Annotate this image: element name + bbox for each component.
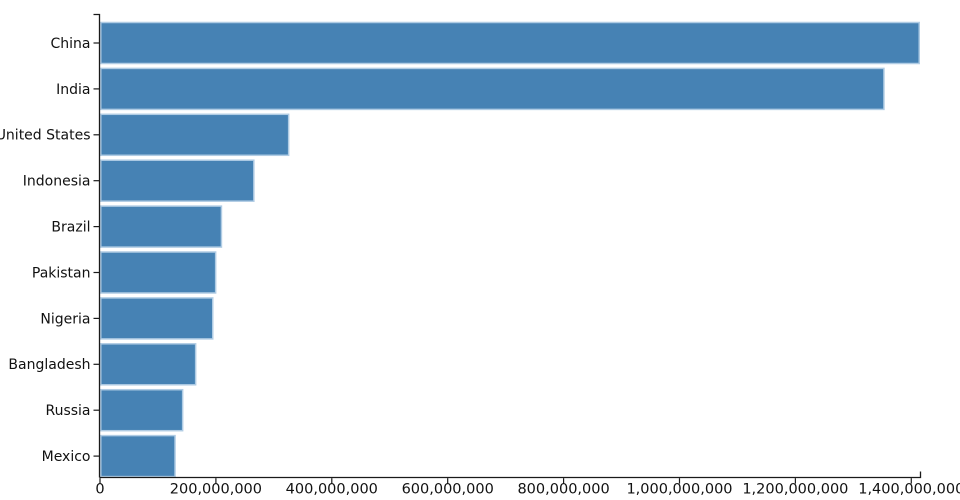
y-tick-label-bangladesh: Bangladesh [8, 357, 90, 373]
bar-russia [100, 388, 184, 432]
y-tick-label-india: India [56, 82, 90, 98]
x-tick-label-0: 0 [95, 482, 104, 498]
y-tick-label-pakistan: Pakistan [32, 265, 91, 281]
x-tick-label-1: 200,000,000 [170, 482, 262, 498]
x-axis-line [99, 471, 922, 479]
x-axis: 0 200,000,000 400,000,000 600,000,000 800,00… [95, 471, 960, 498]
y-tick-label-indonesia: Indonesia [23, 174, 91, 190]
bar-mexico [100, 434, 176, 478]
x-tick-label-5: 1,000,000,000 [626, 482, 732, 498]
y-axis-line [93, 13, 101, 478]
x-tick-label-7: 1,400,000,000 [858, 482, 960, 498]
bars-group [100, 21, 920, 478]
bar-nigeria [100, 297, 214, 340]
x-tick-label-6: 1,200,000,000 [742, 482, 848, 498]
y-tick-label-united-states: United States [0, 128, 91, 144]
bar-pakistan [100, 251, 217, 294]
bar-brazil [100, 205, 223, 248]
y-tick-label-mexico: Mexico [42, 449, 91, 465]
y-axis: China India United States Indonesia Brazil Pa… [0, 13, 101, 478]
bar-china [100, 21, 920, 65]
bar-india [100, 67, 885, 111]
y-tick-label-nigeria: Nigeria [40, 311, 90, 327]
bar-bangladesh [100, 343, 197, 386]
x-tick-label-3: 600,000,000 [402, 482, 494, 498]
y-tick-label-china: China [51, 36, 91, 52]
bar-indonesia [100, 159, 255, 202]
y-tick-label-brazil: Brazil [51, 220, 90, 236]
x-tick-label-4: 800,000,000 [517, 482, 609, 498]
x-tick-label-2: 400,000,000 [286, 482, 378, 498]
y-tick-label-russia: Russia [45, 403, 90, 419]
bar-united-states [100, 113, 290, 157]
